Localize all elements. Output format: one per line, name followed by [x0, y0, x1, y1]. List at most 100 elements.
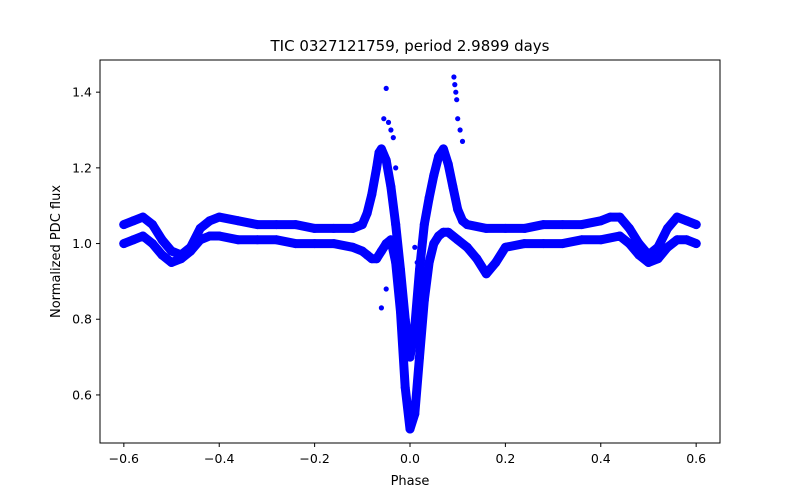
data-point: [539, 220, 548, 230]
data-point: [205, 216, 215, 226]
data-point: [378, 305, 384, 311]
data-point: [663, 223, 672, 233]
data-point: [577, 235, 587, 245]
y-tick-label: 0.6: [72, 387, 92, 402]
data-point: [372, 163, 382, 173]
data-point: [520, 239, 529, 249]
data-point: [383, 85, 389, 91]
data-point: [672, 235, 682, 245]
data-point: [634, 250, 644, 260]
data-point: [214, 212, 224, 222]
data-point: [615, 212, 625, 222]
data-point: [615, 231, 625, 241]
series-upper-branch: [119, 144, 701, 362]
x-tick-label: 0.0: [400, 451, 420, 466]
data-point: [691, 239, 701, 249]
data-point: [186, 246, 196, 256]
y-axis-label: Normalized PDC flux: [49, 185, 64, 318]
data-point: [454, 97, 460, 103]
data-point: [644, 258, 653, 267]
data-point: [357, 220, 367, 230]
data-point: [329, 223, 339, 233]
data-point: [396, 307, 405, 317]
data-point: [385, 119, 392, 125]
data-point: [577, 220, 587, 230]
data-point: [405, 335, 411, 341]
y-tick-label: 1.4: [72, 85, 92, 100]
data-point: [148, 239, 157, 249]
data-point: [672, 212, 682, 222]
data-point: [481, 223, 491, 233]
data-point: [367, 189, 377, 199]
data-point: [415, 265, 424, 275]
data-point: [414, 259, 420, 266]
data-point: [410, 322, 420, 332]
data-point: [405, 424, 415, 434]
data-point: [682, 216, 692, 226]
data-point: [451, 74, 457, 80]
data-point: [481, 269, 491, 279]
data-point: [167, 246, 176, 256]
x-tick-label: −0.6: [109, 451, 139, 466]
data-point: [205, 231, 215, 241]
data-point: [500, 223, 510, 233]
data-point: [386, 235, 396, 245]
data-point: [410, 409, 420, 419]
data-point: [233, 216, 243, 226]
y-tick-label: 0.8: [72, 312, 92, 327]
data-point: [691, 220, 701, 230]
data-point: [376, 144, 386, 154]
data-point: [653, 254, 663, 264]
x-tick-label: −0.4: [204, 451, 234, 466]
data-point: [457, 127, 463, 133]
data-point: [596, 235, 606, 245]
data-point: [252, 235, 262, 245]
data-point: [429, 170, 439, 180]
data-point: [138, 231, 148, 241]
series-lower-branch: [119, 227, 701, 434]
data-point: [472, 254, 482, 264]
data-point: [459, 138, 466, 144]
data-point: [443, 227, 453, 237]
data-point: [407, 346, 413, 353]
data-point: [663, 242, 672, 252]
data-point: [157, 235, 167, 245]
data-point: [157, 250, 167, 260]
data-point: [539, 239, 548, 249]
data-point: [233, 235, 243, 245]
data-point: [596, 216, 606, 226]
data-point: [214, 231, 224, 241]
data-point: [462, 220, 472, 230]
y-axis: 0.6 0.8 1.0 1.2 1.4: [72, 85, 100, 402]
data-point: [424, 193, 434, 203]
data-point: [310, 239, 320, 249]
data-point: [329, 239, 339, 249]
data-point: [390, 135, 396, 141]
x-tick-label: 0.2: [495, 451, 515, 466]
data-point: [624, 239, 634, 249]
data-point: [291, 220, 300, 230]
data-point: [455, 116, 461, 122]
data-point: [682, 235, 692, 245]
data-point: [419, 220, 429, 230]
data-point: [605, 212, 615, 222]
data-point: [381, 155, 391, 165]
data-point: [453, 89, 459, 95]
data-point: [400, 382, 410, 392]
data-point: [462, 242, 472, 252]
data-point: [148, 220, 157, 230]
series-outliers: [378, 74, 466, 353]
data-point: [391, 258, 401, 267]
data-point: [520, 223, 529, 233]
data-point: [443, 159, 453, 169]
data-point: [452, 82, 458, 88]
points-layer: [119, 74, 701, 434]
x-tick-label: 0.4: [591, 451, 611, 466]
data-point: [167, 258, 176, 267]
data-point: [424, 258, 434, 267]
data-point: [412, 244, 418, 250]
data-point: [383, 286, 389, 292]
data-point: [500, 242, 510, 252]
data-point: [429, 239, 439, 249]
